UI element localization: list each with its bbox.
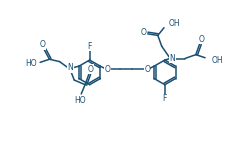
- Text: HO: HO: [25, 59, 37, 68]
- Text: O: O: [198, 35, 204, 44]
- Text: O: O: [88, 65, 93, 74]
- Text: N: N: [68, 63, 73, 72]
- Text: O: O: [40, 40, 45, 49]
- Text: F: F: [163, 94, 167, 103]
- Text: N: N: [170, 54, 175, 63]
- Text: HO: HO: [74, 96, 85, 105]
- Text: O: O: [104, 65, 110, 74]
- Text: O: O: [144, 65, 150, 74]
- Text: O: O: [140, 28, 146, 37]
- Text: OH: OH: [169, 19, 180, 28]
- Text: OH: OH: [211, 56, 223, 65]
- Text: F: F: [87, 42, 92, 51]
